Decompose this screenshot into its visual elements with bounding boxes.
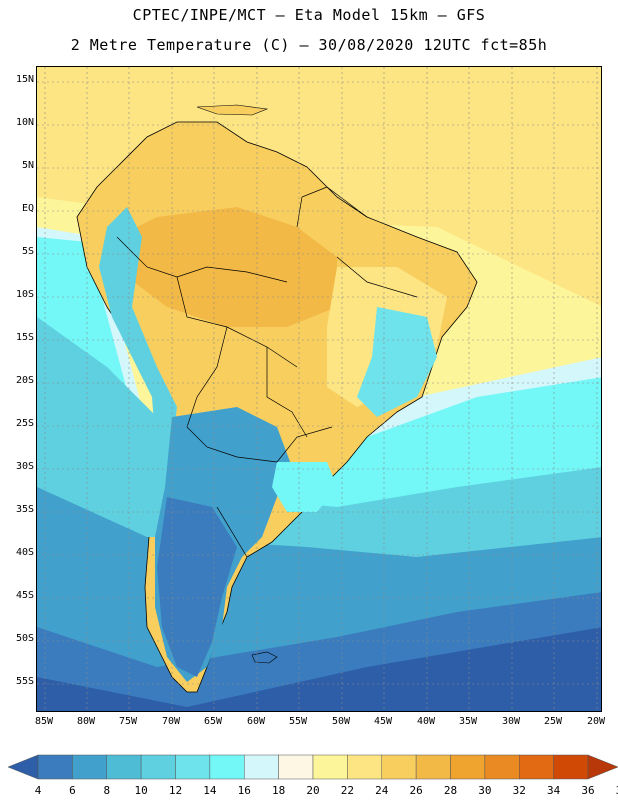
map-frame (36, 66, 602, 712)
colorbar-swatch (381, 754, 417, 780)
colorbar-swatch (72, 754, 107, 780)
colorbar-swatch (244, 754, 279, 780)
colorbar-swatch (415, 754, 451, 780)
colorbar-min-arrow (8, 754, 39, 780)
colorbar-max-arrow (587, 754, 618, 780)
lat-tick-label: 50S (15, 633, 34, 644)
colorbar-swatch (519, 754, 554, 780)
colorbar-swatch (312, 754, 348, 780)
andes-cool-strip (99, 207, 177, 537)
lat-tick-label: 5N (21, 160, 34, 171)
colorbar-swatch (347, 754, 382, 780)
temperature-map (37, 67, 601, 711)
colorbar-tick-label: 14 (203, 784, 217, 797)
colorbar-swatch (484, 754, 520, 780)
lat-tick-label: 25S (15, 418, 34, 429)
lon-tick-label: 50W (331, 716, 351, 727)
lat-tick-label: 45S (15, 590, 34, 601)
colorbar-tick-label: 8 (103, 784, 111, 797)
colorbar-tick-label: 24 (375, 784, 389, 797)
lat-tick-label: 15N (15, 74, 34, 85)
caribbean-islands (196, 104, 269, 116)
colorbar-swatch (450, 754, 486, 780)
colorbar-swatch (553, 754, 589, 780)
colorbar-tick-label: 20 (306, 784, 320, 797)
ocean-coldest-band (37, 627, 601, 711)
lon-tick-label: 70W (161, 716, 181, 727)
colorbar-swatch (209, 754, 245, 780)
lon-tick-label: 45W (373, 716, 393, 727)
lat-tick-label: 30S (15, 461, 34, 472)
colorbar-tick-label: 34 (547, 784, 561, 797)
lat-tick-label: 35S (15, 504, 34, 515)
lon-tick-label: 20W (586, 716, 606, 727)
lat-tick-label: 10S (15, 289, 34, 300)
country-borders (116, 186, 418, 558)
lat-tick-label: 15S (15, 332, 34, 343)
lat-tick-label: 5S (21, 246, 34, 257)
lon-tick-label: 35W (458, 716, 478, 727)
lon-tick-label: 65W (203, 716, 223, 727)
uruguay-mild-region (272, 462, 337, 512)
colorbar-tick-label: 6 (69, 784, 76, 797)
colorbar-tick-label: 30 (478, 784, 492, 797)
colorbar-swatch (140, 754, 176, 780)
colorbar-tick-label: 12 (168, 784, 183, 797)
lat-tick-label: 20S (15, 375, 34, 386)
colorbar-swatch (106, 754, 142, 780)
colorbar-tick-label: 4 (34, 784, 42, 797)
temperature-colorbar (8, 754, 618, 780)
colorbar-swatch (175, 754, 211, 780)
colorbar-tick-label: 32 (512, 784, 526, 797)
lon-tick-label: 80W (76, 716, 96, 727)
lon-tick-label: 60W (246, 716, 266, 727)
colorbar-tick-label: 18 (272, 784, 286, 797)
lon-tick-label: 25W (543, 716, 563, 727)
map-subtitle: 2 Metre Temperature (C) – 30/08/2020 12U… (70, 36, 548, 54)
colorbar-swatch (278, 754, 314, 780)
brazil-cool-coast (357, 307, 437, 417)
lon-tick-label: 85W (34, 716, 54, 727)
lat-tick-label: 55S (15, 676, 34, 687)
lon-tick-label: 30W (501, 716, 521, 727)
map-title: CPTEC/INPE/MCT – Eta Model 15km – GFS (132, 6, 486, 24)
lon-tick-label: 75W (118, 716, 138, 727)
lat-tick-label: EQ (21, 203, 34, 214)
colorbar-tick-label: 38 (610, 784, 618, 797)
colorbar-swatch (37, 754, 73, 780)
colorbar-tick-label: 10 (134, 784, 148, 797)
colorbar-tick-label: 26 (409, 784, 423, 797)
lat-tick-label: 40S (15, 547, 34, 558)
lon-tick-label: 55W (288, 716, 308, 727)
lat-lon-grid (37, 67, 601, 711)
colorbar-tick-label: 22 (340, 784, 354, 797)
colorbar-tick-label: 36 (581, 784, 595, 797)
colorbar-tick-label: 28 (443, 784, 458, 797)
colorbar-tick-label: 16 (237, 784, 251, 797)
patagonia-colder-region (157, 497, 237, 677)
falkland-islands (251, 651, 278, 664)
lat-tick-label: 10N (15, 117, 34, 128)
lon-tick-label: 40W (416, 716, 436, 727)
